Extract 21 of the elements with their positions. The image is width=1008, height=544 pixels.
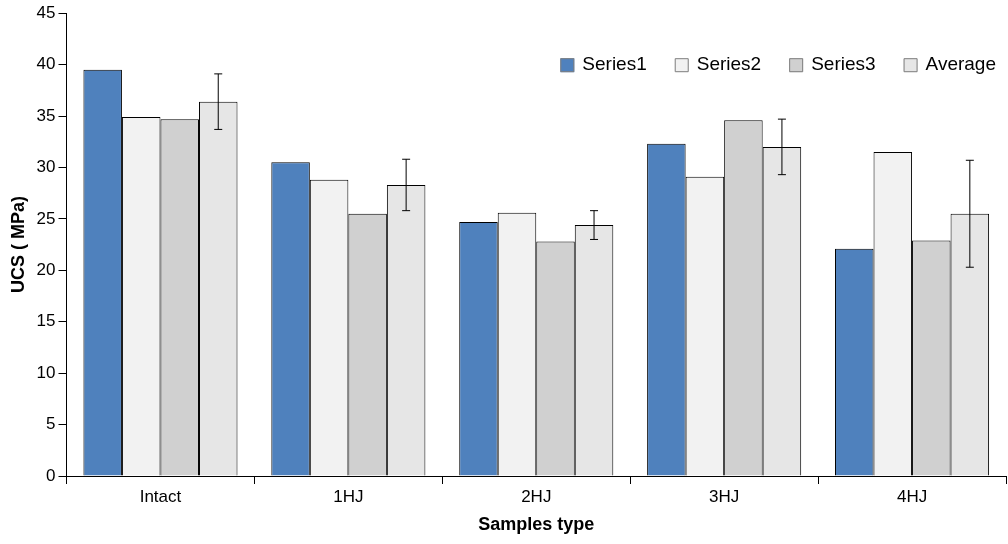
x-tick-label: 1HJ bbox=[333, 486, 364, 506]
x-axis-title: Samples type bbox=[478, 514, 595, 535]
y-tick-label: 40 bbox=[36, 54, 56, 74]
y-tick-label: 20 bbox=[36, 260, 56, 279]
y-tick-label: 35 bbox=[36, 105, 56, 125]
y-tick-label: 0 bbox=[46, 465, 56, 485]
x-tick-label: Intact bbox=[139, 486, 182, 506]
x-tick-label: 2HJ bbox=[521, 486, 552, 506]
y-tick-label: 45 bbox=[36, 2, 56, 22]
x-tick-label: 4HJ bbox=[896, 486, 928, 506]
y-tick-label: 5 bbox=[46, 414, 56, 434]
x-tick-label: 3HJ bbox=[709, 486, 740, 506]
y-tick-label: 15 bbox=[36, 311, 56, 331]
y-tick-label: 10 bbox=[36, 362, 56, 382]
y-axis-title: UCS ( MPa) bbox=[7, 196, 28, 294]
y-tick-label: 30 bbox=[36, 157, 56, 177]
legend-label: Average bbox=[925, 53, 997, 75]
y-tick-label: 25 bbox=[36, 208, 56, 228]
legend-label: Series2 bbox=[696, 53, 762, 75]
legend-label: Series1 bbox=[582, 53, 647, 75]
legend-label: Series3 bbox=[811, 53, 876, 75]
